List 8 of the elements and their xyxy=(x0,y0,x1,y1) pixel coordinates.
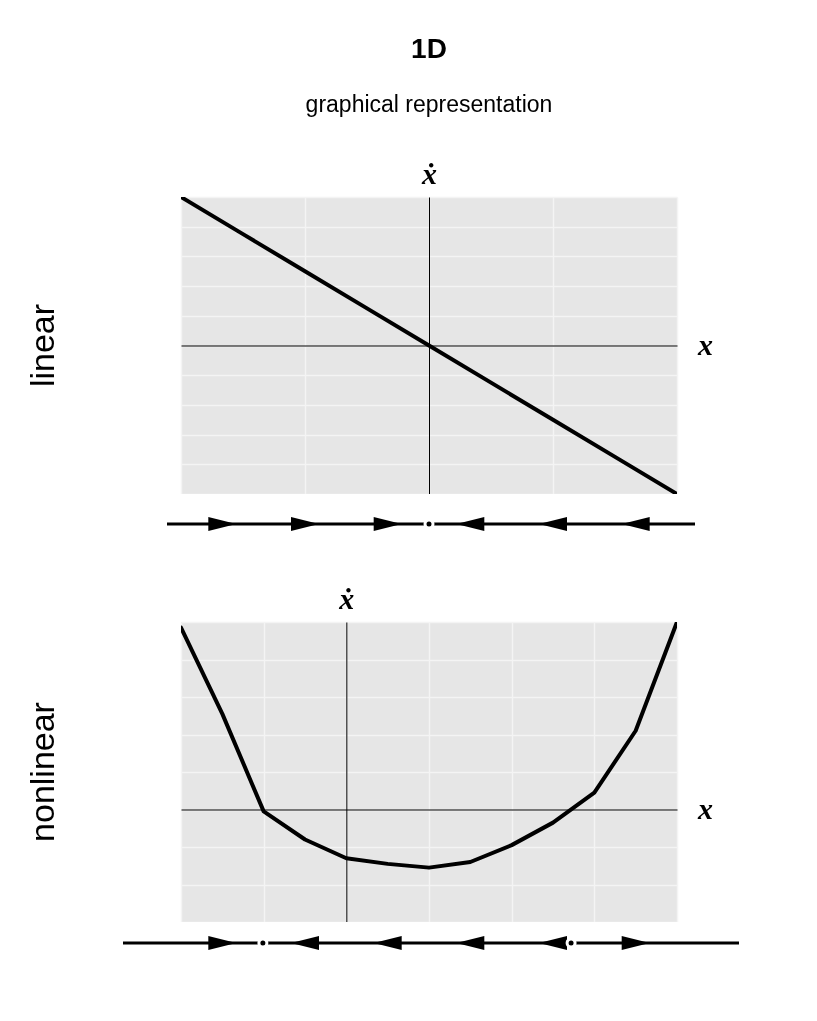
y-axis-title: ẋ xyxy=(338,581,355,615)
chart-subtitle: graphical representation xyxy=(305,91,553,117)
text: linear xyxy=(23,303,61,388)
x-axis-title: x xyxy=(697,328,713,361)
y-axis-title: ẋ xyxy=(421,156,437,190)
text: nonlinear xyxy=(23,702,61,842)
x-axis-title: x xyxy=(697,792,713,825)
chart-title: 1D xyxy=(411,33,447,64)
